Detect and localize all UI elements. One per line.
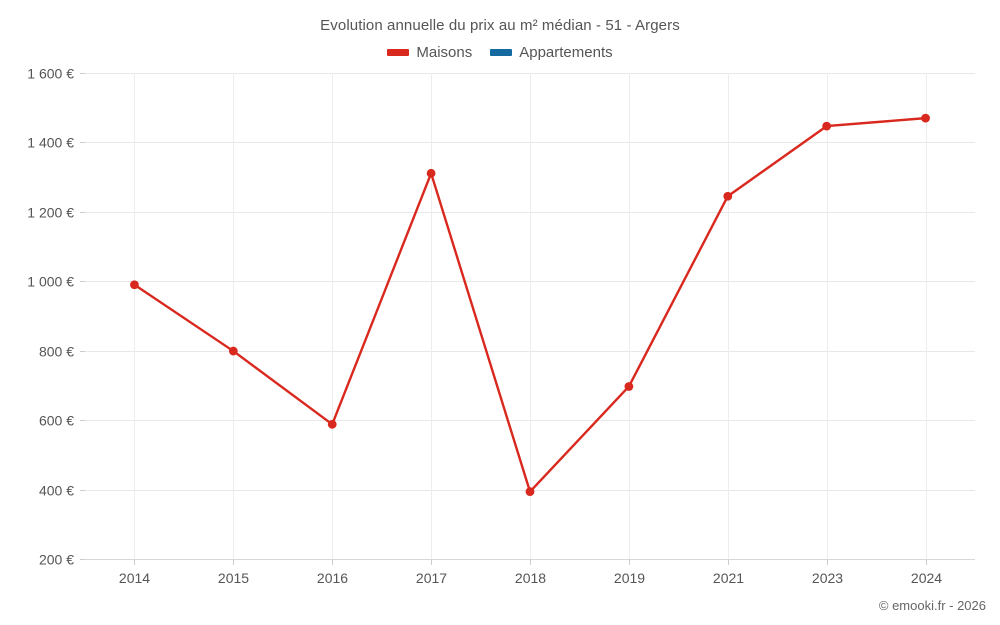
x-tick-label: 2021 bbox=[713, 570, 744, 586]
x-tick-label: 2019 bbox=[614, 570, 645, 586]
data-point-marker[interactable] bbox=[228, 346, 238, 356]
legend-label-appartements: Appartements bbox=[519, 44, 613, 61]
legend-item-appartements[interactable]: Appartements bbox=[490, 44, 613, 61]
y-tick-label: 400 € bbox=[39, 483, 74, 499]
legend-swatch-appartements bbox=[490, 49, 513, 56]
y-tick-label: 1 600 € bbox=[27, 66, 74, 82]
legend-label-maisons: Maisons bbox=[416, 44, 473, 61]
data-point-marker[interactable] bbox=[723, 191, 733, 201]
y-tick-label: 600 € bbox=[39, 413, 74, 429]
x-tick-label: 2023 bbox=[812, 570, 843, 586]
data-point-marker[interactable] bbox=[327, 419, 337, 429]
x-tick-label: 2024 bbox=[911, 570, 942, 586]
x-tick-label: 2016 bbox=[317, 570, 348, 586]
y-tick-label: 200 € bbox=[39, 552, 74, 568]
series-maisons bbox=[130, 113, 930, 497]
x-gridlines bbox=[85, 73, 975, 565]
x-tick-label: 2018 bbox=[515, 570, 546, 586]
credits-label: © emooki.fr - 2026 bbox=[878, 598, 986, 613]
x-axis-ticklabels: 2014 2015 2016 2017 2018 2019 2021 2023 2024 bbox=[119, 570, 942, 586]
legend-swatch-maisons bbox=[387, 49, 410, 56]
y-tick-label: 1 200 € bbox=[27, 205, 74, 221]
chart-legend: Maisons Appartements bbox=[0, 44, 1000, 61]
y-tick-label: 1 400 € bbox=[27, 135, 74, 151]
data-point-marker[interactable] bbox=[426, 168, 436, 178]
chart-title: Evolution annuelle du prix au m² médian … bbox=[320, 17, 680, 34]
data-point-marker[interactable] bbox=[822, 121, 832, 131]
y-tick-label: 800 € bbox=[39, 344, 74, 360]
y-axis-ticklabels: 200 € 400 € 600 € 800 € 1 000 € 1 200 € 1 400 … bbox=[27, 66, 74, 568]
legend-item-maisons[interactable]: Maisons bbox=[387, 44, 472, 61]
x-tick-label: 2014 bbox=[119, 570, 150, 586]
data-point-marker[interactable] bbox=[921, 113, 930, 123]
x-tick-label: 2015 bbox=[218, 570, 249, 586]
data-point-marker[interactable] bbox=[130, 280, 139, 290]
x-tick-label: 2017 bbox=[416, 570, 447, 586]
data-point-marker[interactable] bbox=[525, 487, 535, 497]
y-tick-label: 1 000 € bbox=[27, 274, 74, 290]
data-point-marker[interactable] bbox=[624, 382, 634, 391]
